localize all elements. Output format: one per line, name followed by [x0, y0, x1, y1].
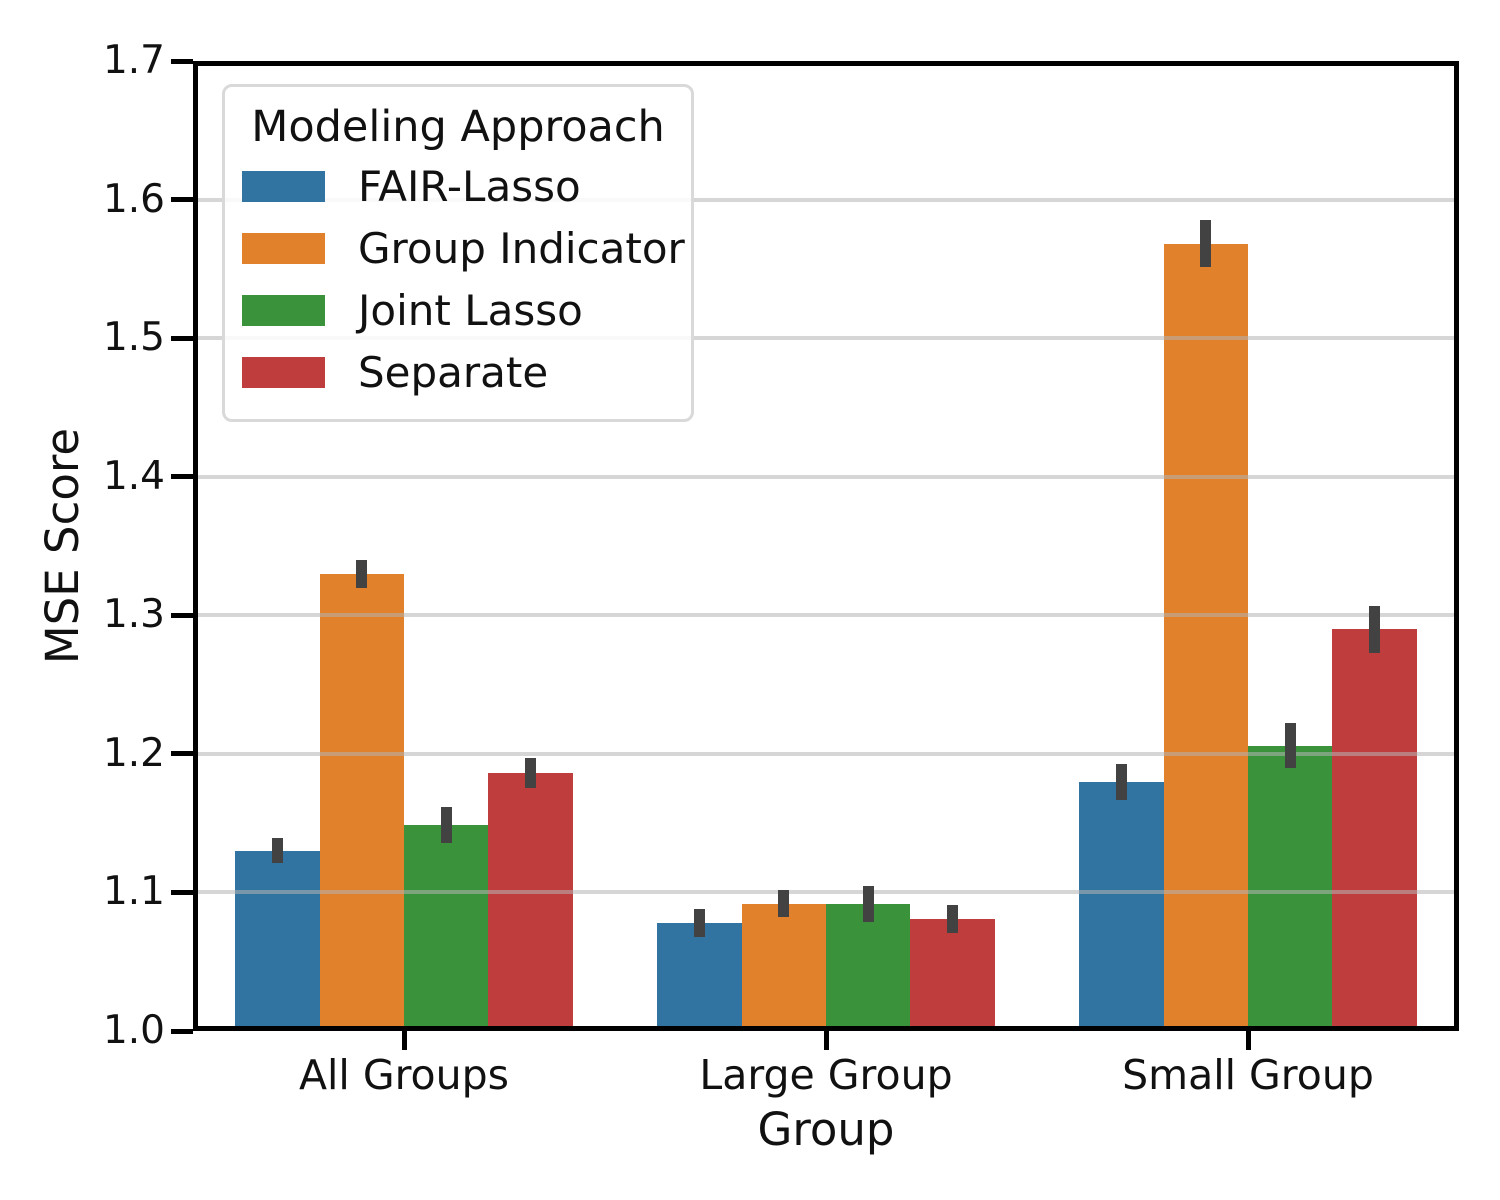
gridline-1.3 [193, 613, 1459, 618]
bar-all-groups-joint-lasso [404, 824, 489, 1031]
legend-label-joint-lasso: Joint Lasso [358, 285, 583, 335]
y-tick-1.3 [171, 612, 193, 618]
errorbar-small-group-fair-lasso [1115, 763, 1127, 800]
left-spine [193, 61, 198, 1031]
top-spine [193, 61, 1459, 66]
y-tick-label-1.6: 1.6 [102, 176, 165, 222]
y-tick-label-1.1: 1.1 [102, 869, 165, 915]
legend-label-group-indicator: Group Indicator [358, 223, 685, 273]
legend-entry-fair-lasso: FAIR-Lasso [225, 155, 691, 217]
x-tick-large-group [823, 1031, 829, 1050]
y-tick-1.7 [171, 58, 193, 64]
gridline-1.2 [193, 751, 1459, 756]
bar-small-group-separate [1332, 629, 1417, 1031]
errorbar-large-group-joint-lasso [862, 885, 874, 922]
plot-area [193, 61, 1459, 1031]
x-tick-all-groups [401, 1031, 407, 1050]
legend-entry-separate: Separate [225, 341, 691, 403]
x-axis-label: Group [757, 1103, 895, 1156]
y-tick-1.6 [171, 197, 193, 203]
bar-small-group-fair-lasso [1079, 781, 1164, 1031]
bar-all-groups-separate [488, 773, 573, 1031]
legend-label-fair-lasso: FAIR-Lasso [358, 161, 581, 211]
x-tick-small-group [1245, 1031, 1251, 1050]
legend-entry-group-indicator: Group Indicator [225, 217, 691, 279]
y-tick-label-1.4: 1.4 [102, 453, 165, 499]
legend-swatch-separate [242, 356, 325, 388]
bar-small-group-joint-lasso [1248, 745, 1333, 1031]
x-tick-label-large-group: Large Group [699, 1051, 953, 1099]
errorbar-large-group-separate [947, 904, 959, 933]
legend: Modeling Approach FAIR-Lasso Group Indica… [222, 84, 694, 422]
bar-large-group-joint-lasso [826, 903, 911, 1031]
bar-all-groups-group-indicator [319, 573, 404, 1031]
gridline-1.5 [193, 336, 1459, 341]
errorbar-large-group-fair-lasso [693, 909, 705, 937]
bottom-spine [193, 1026, 1459, 1031]
bar-small-group-group-indicator [1163, 243, 1248, 1031]
y-tick-1.1 [171, 889, 193, 895]
errorbar-all-groups-group-indicator [356, 559, 368, 588]
legend-label-separate: Separate [358, 347, 549, 397]
legend-title: Modeling Approach [251, 102, 665, 152]
bar-large-group-group-indicator [741, 903, 826, 1031]
y-tick-1.4 [171, 474, 193, 480]
legend-entries: FAIR-Lasso Group Indicator Joint Lasso Sepa… [225, 155, 691, 403]
y-tick-label-1.0: 1.0 [102, 1008, 165, 1053]
errorbar-all-groups-separate [525, 758, 537, 789]
y-tick-1.2 [171, 751, 193, 757]
errorbar-small-group-separate [1369, 605, 1381, 653]
gridline-1.1 [193, 890, 1459, 895]
legend-swatch-fair-lasso [242, 170, 325, 202]
y-tick-label-1.5: 1.5 [102, 315, 165, 361]
errorbar-all-groups-fair-lasso [271, 838, 283, 864]
bar-all-groups-fair-lasso [235, 850, 320, 1031]
gridline-1.4 [193, 474, 1459, 479]
errorbar-small-group-joint-lasso [1284, 723, 1296, 768]
right-spine [1454, 61, 1459, 1031]
y-tick-label-1.3: 1.3 [102, 592, 165, 638]
legend-entry-joint-lasso: Joint Lasso [225, 279, 691, 341]
legend-swatch-group-indicator [242, 232, 325, 264]
y-tick-label-1.2: 1.2 [102, 730, 165, 776]
y-tick-label-1.7: 1.7 [102, 38, 165, 83]
x-tick-label-small-group: Small Group [1122, 1051, 1374, 1099]
y-tick-1.5 [171, 335, 193, 341]
x-tick-label-all-groups: All Groups [298, 1051, 510, 1099]
bar-large-group-separate [910, 918, 995, 1031]
y-tick-1.0 [171, 1028, 193, 1034]
y-axis-label: MSE Score [36, 427, 89, 665]
legend-swatch-joint-lasso [242, 294, 325, 326]
errorbar-large-group-group-indicator [778, 889, 790, 918]
bar-large-group-fair-lasso [657, 922, 742, 1031]
gridline-1.6 [193, 197, 1459, 202]
errorbar-all-groups-joint-lasso [440, 806, 452, 843]
errorbar-small-group-group-indicator [1200, 220, 1212, 268]
